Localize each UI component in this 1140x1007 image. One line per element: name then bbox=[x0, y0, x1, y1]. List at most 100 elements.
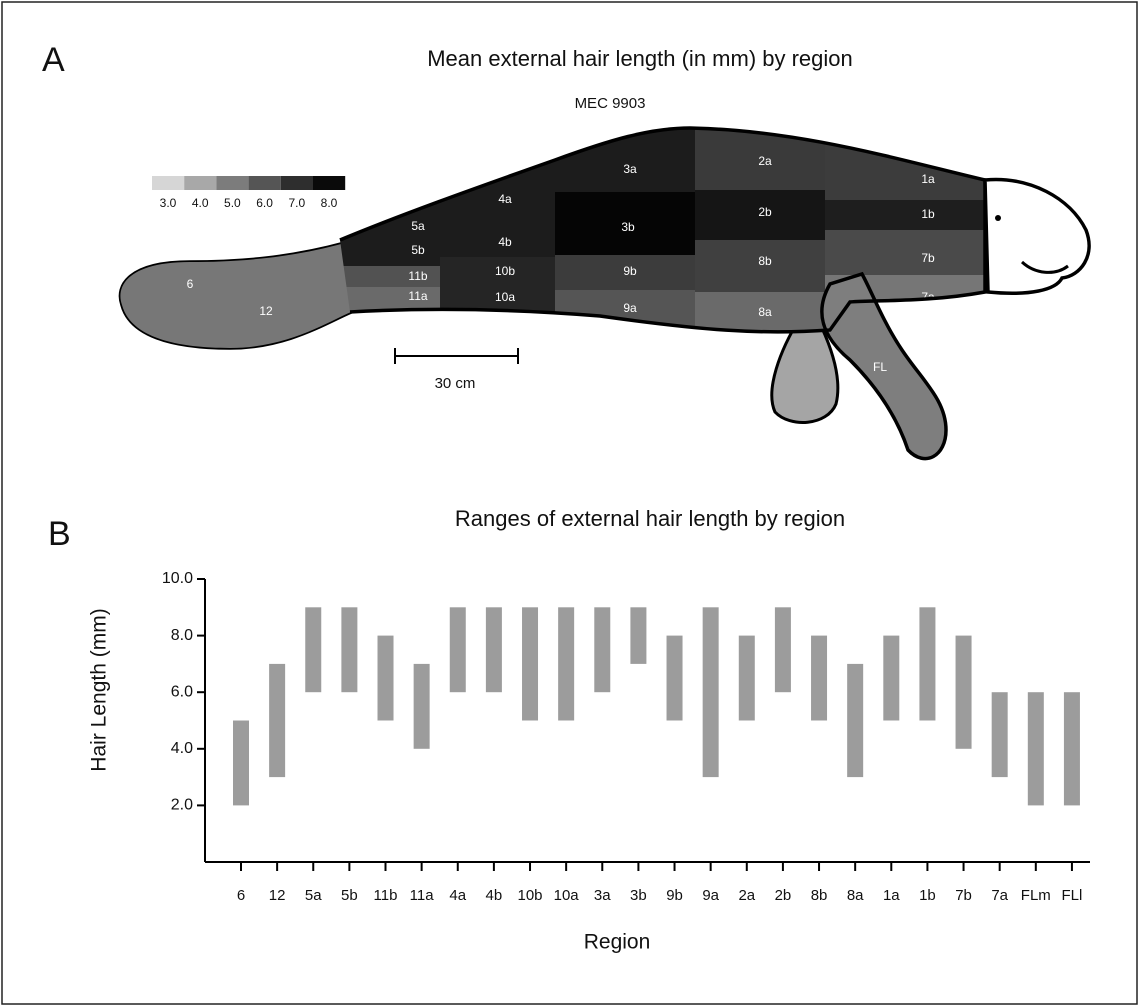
region-label: 11b bbox=[408, 269, 427, 283]
region bbox=[825, 128, 985, 200]
legend-swatch bbox=[248, 176, 281, 190]
region bbox=[695, 128, 825, 190]
range-bar bbox=[341, 607, 358, 693]
legend-label: 6.0 bbox=[256, 196, 273, 210]
region bbox=[820, 271, 948, 461]
region-label: 1a bbox=[921, 172, 935, 186]
range-bar bbox=[558, 607, 575, 721]
region bbox=[695, 190, 825, 240]
y-tick-label: 4.0 bbox=[171, 740, 193, 757]
region-label: 8b bbox=[758, 254, 772, 268]
eye bbox=[995, 215, 1001, 221]
x-tick-label: 3b bbox=[630, 887, 647, 904]
range-bar bbox=[919, 607, 936, 721]
range-bar bbox=[413, 663, 430, 749]
x-tick-label: 5a bbox=[305, 887, 322, 904]
x-tick-label: 9a bbox=[702, 887, 719, 904]
x-tick-label: 10a bbox=[554, 887, 580, 904]
range-bar bbox=[702, 607, 719, 778]
chart-title: Mean external hair length (in mm) by reg… bbox=[427, 46, 853, 71]
legend-label: 8.0 bbox=[321, 196, 338, 210]
region-label: 6 bbox=[187, 277, 194, 291]
mouth bbox=[1020, 260, 1069, 274]
legend-label: 5.0 bbox=[224, 196, 241, 210]
hind-flipper bbox=[770, 316, 840, 424]
range-bar bbox=[666, 635, 683, 721]
range-bar bbox=[269, 663, 286, 778]
region-label: 4a bbox=[498, 192, 512, 206]
region bbox=[120, 243, 356, 348]
legend-label: 3.0 bbox=[160, 196, 177, 210]
region bbox=[825, 230, 985, 275]
region bbox=[695, 240, 825, 292]
range-bar bbox=[485, 607, 502, 693]
range-chart: 2.0 4.0 6.0 8.0 10.0 6 12 5a 5b 11b 11a 4a 4b 10b 10a 3… bbox=[162, 570, 1090, 904]
legend-swatch bbox=[152, 176, 185, 190]
region-label: 7b bbox=[921, 251, 935, 265]
y-tick-label: 8.0 bbox=[171, 627, 193, 644]
y-tick-label: 10.0 bbox=[162, 570, 193, 587]
range-bar bbox=[847, 663, 864, 778]
legend-swatch bbox=[280, 176, 313, 190]
region-label: 5a bbox=[411, 219, 425, 233]
range-bar bbox=[594, 607, 611, 693]
y-axis-label: Hair Length (mm) bbox=[88, 608, 111, 771]
region-label: 1b bbox=[921, 207, 935, 221]
x-tick-label: 3a bbox=[594, 887, 611, 904]
x-tick-label: 10b bbox=[518, 887, 543, 904]
panel-label: A bbox=[42, 41, 65, 79]
range-bar bbox=[738, 635, 755, 721]
region bbox=[555, 290, 695, 332]
range-bar bbox=[233, 720, 249, 806]
range-bar bbox=[1063, 692, 1080, 806]
region bbox=[440, 232, 555, 257]
region bbox=[825, 200, 985, 230]
range-bar bbox=[305, 607, 322, 693]
region bbox=[440, 128, 555, 232]
region-label: 10a bbox=[495, 290, 515, 304]
region-label: 10b bbox=[495, 264, 515, 278]
region-label: FL bbox=[873, 360, 887, 374]
region bbox=[440, 257, 555, 285]
region bbox=[555, 192, 695, 255]
scale-bar-label: 30 cm bbox=[435, 375, 476, 392]
region-label: 4b bbox=[498, 235, 512, 249]
x-tick-label: 11a bbox=[410, 887, 435, 904]
x-tick-label: 4b bbox=[486, 887, 503, 904]
x-tick-label: 2a bbox=[738, 887, 755, 904]
x-tick-label: 4a bbox=[449, 887, 466, 904]
legend-swatch bbox=[216, 176, 249, 190]
x-tick-label: 5b bbox=[341, 887, 358, 904]
x-tick-label: FLl bbox=[1062, 887, 1083, 904]
range-bar bbox=[377, 635, 394, 721]
range-bar bbox=[630, 607, 647, 664]
x-tick-label: 8b bbox=[811, 887, 828, 904]
range-bar bbox=[955, 635, 972, 749]
region-label: 9b bbox=[623, 264, 637, 278]
region-label: 9a bbox=[623, 301, 637, 315]
region-label: 3a bbox=[623, 162, 637, 176]
region bbox=[340, 266, 440, 287]
x-tick-label: 8a bbox=[847, 887, 864, 904]
region bbox=[695, 292, 825, 332]
panel-label: B bbox=[48, 515, 71, 553]
x-tick-label: 7a bbox=[991, 887, 1008, 904]
region-label: 12 bbox=[259, 304, 273, 318]
x-tick-label: 9b bbox=[666, 887, 683, 904]
legend-label: 4.0 bbox=[192, 196, 209, 210]
x-tick-label: 1b bbox=[919, 887, 936, 904]
region-label: 8a bbox=[758, 305, 772, 319]
scale-bar bbox=[394, 348, 519, 364]
region-label: 2a bbox=[758, 154, 772, 168]
region-label: 11a bbox=[408, 289, 427, 303]
chart-title: Ranges of external hair length by region bbox=[455, 506, 845, 531]
y-tick-label: 2.0 bbox=[171, 797, 193, 814]
x-tick-label: 11b bbox=[374, 887, 398, 904]
regions: 6 12 5a 5b 11b 11a 4a 4b 10b 10a 3a 3b 9b 9a 2a 2b 8b 8a 1… bbox=[118, 128, 985, 461]
range-bar bbox=[991, 692, 1008, 778]
range-bar bbox=[883, 635, 900, 721]
legend-swatch bbox=[184, 176, 217, 190]
range-bar bbox=[1027, 692, 1044, 806]
